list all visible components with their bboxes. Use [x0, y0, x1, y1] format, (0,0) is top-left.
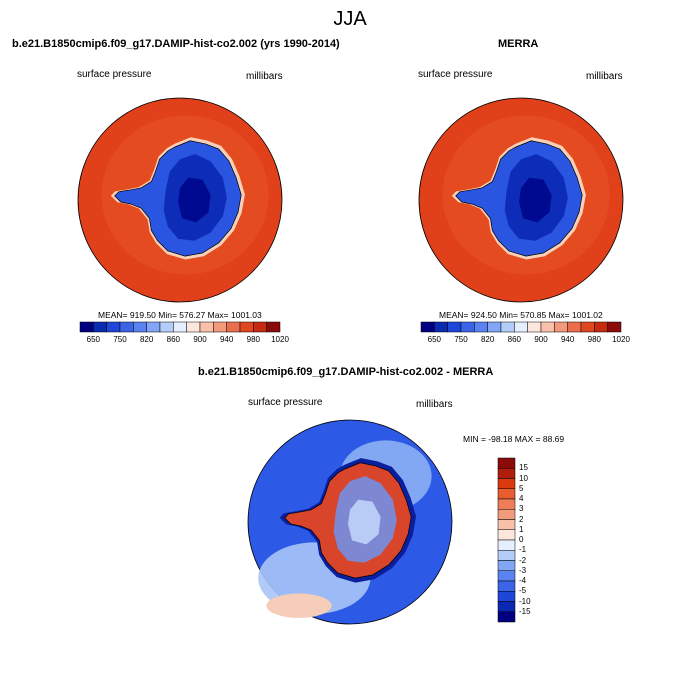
panel-3-colorbar-swatch — [497, 570, 516, 582]
panel-3-colorbar-tick-label: -4 — [519, 576, 527, 585]
panel-3-colorbar-swatch — [497, 519, 516, 530]
panel-2-colorbar-tick-label: 980 — [587, 335, 602, 344]
panel-3-colorbar-tick-label: -3 — [519, 565, 527, 575]
panel-3-colorbar-tick-label: -15 — [519, 606, 531, 616]
panel-3-colorbar-swatch — [497, 529, 516, 541]
panel-3-colorbar-swatch — [497, 478, 516, 489]
panel-1-colorbar-tick-label: 860 — [166, 335, 181, 344]
panel-3-colorbar-swatch — [497, 611, 516, 623]
panel-2-units-label: millibars — [586, 71, 623, 82]
panel-3-colorbar-swatch — [497, 539, 516, 551]
panel-3-units-label: millibars — [416, 399, 453, 410]
panel-2-colorbar-tick-label: 860 — [507, 335, 522, 344]
panel-3-colorbar-tick-label: 2 — [519, 514, 524, 524]
panel-3-colorbar-swatch — [497, 560, 516, 571]
panel-1-colorbar-tick-label: 1020 — [271, 335, 289, 344]
panel-2-colorbar-tick-label: 1020 — [612, 335, 630, 344]
panel-3-colorbar-swatch — [497, 601, 516, 612]
panel-3-colorbar-tick-label: 1 — [519, 524, 524, 534]
panel-3-ocean-positive — [266, 593, 332, 618]
panel-3-colorbar-swatch — [497, 468, 516, 479]
panel-3-colorbar-tick-label: 15 — [519, 463, 528, 473]
panel-2-colorbar-tick-label: 940 — [560, 335, 575, 344]
panel-2-variable-label: surface pressure — [418, 69, 493, 80]
panel-3-colorbar-tick-label: -1 — [519, 545, 527, 555]
panel-3-colorbar-swatch — [497, 509, 516, 520]
panel-1-variable-label: surface pressure — [77, 69, 152, 80]
panel-2-colorbar-tick-label: 900 — [534, 335, 548, 344]
panel-3-colorbar-tick-label: 10 — [519, 473, 528, 483]
panel-3-stats: MIN = -98.18 MAX = 88.69 — [463, 434, 565, 444]
panel-1-colorbar-tick-label: 980 — [246, 335, 261, 344]
panel-1-plateau-core — [178, 177, 211, 223]
panel-1-units-label: millibars — [246, 71, 283, 82]
panel-2-colorbar-tick-label: 750 — [454, 335, 468, 344]
panel-1-colorbar-tick-label: 650 — [86, 335, 101, 344]
panel-3-colorbar-swatch — [497, 591, 516, 602]
panel-3-colorbar-tick-label: -5 — [519, 586, 527, 596]
panel-3-colorbar-tick-label: 4 — [519, 494, 524, 503]
panel-3-interior-core — [348, 499, 381, 545]
panel-1-colorbar-tick-label: 750 — [113, 335, 127, 344]
panel-3-variable-label: surface pressure — [248, 397, 323, 408]
panel-1-colorbar-tick-label: 820 — [139, 335, 154, 344]
panel-3-colorbar-tick-label: 3 — [519, 504, 524, 514]
panel-1-title: b.e21.B1850cmip6.f09_g17.DAMIP-hist-co2.… — [12, 38, 340, 50]
panel-2-plateau-core — [519, 177, 552, 223]
panel-3-title: b.e21.B1850cmip6.f09_g17.DAMIP-hist-co2.… — [198, 366, 494, 378]
panel-3-colorbar-tick-label: 5 — [519, 483, 524, 493]
panel-2-colorbar-tick-label: 650 — [427, 335, 442, 344]
figure-title: JJA — [333, 8, 367, 30]
panel-3-colorbar-swatch — [497, 488, 516, 500]
panel-3-colorbar-tick-label: -2 — [519, 555, 527, 565]
panel-3-colorbar-swatch — [497, 580, 516, 592]
panel-1-colorbar-tick-label: 940 — [219, 335, 234, 344]
panel-2-colorbar-tick-label: 820 — [480, 335, 495, 344]
panel-3-colorbar-tick-label: 0 — [519, 535, 524, 544]
panel-3-colorbar-swatch — [497, 550, 516, 561]
panel-1-stats: MEAN= 919.50 Min= 576.27 Max= 1001.03 — [98, 310, 262, 320]
panel-2-colorbar-swatch — [607, 321, 622, 333]
panel-1-colorbar-swatch — [266, 321, 281, 333]
panel-3-colorbar-swatch — [497, 498, 516, 510]
panel-2-stats: MEAN= 924.50 Min= 570.85 Max= 1001.02 — [439, 310, 603, 320]
panel-2-title: MERRA — [498, 38, 539, 50]
panel-3-colorbar-tick-label: -10 — [519, 596, 531, 606]
panel-1-colorbar-tick-label: 900 — [193, 335, 207, 344]
panel-3-colorbar-swatch — [497, 457, 516, 469]
